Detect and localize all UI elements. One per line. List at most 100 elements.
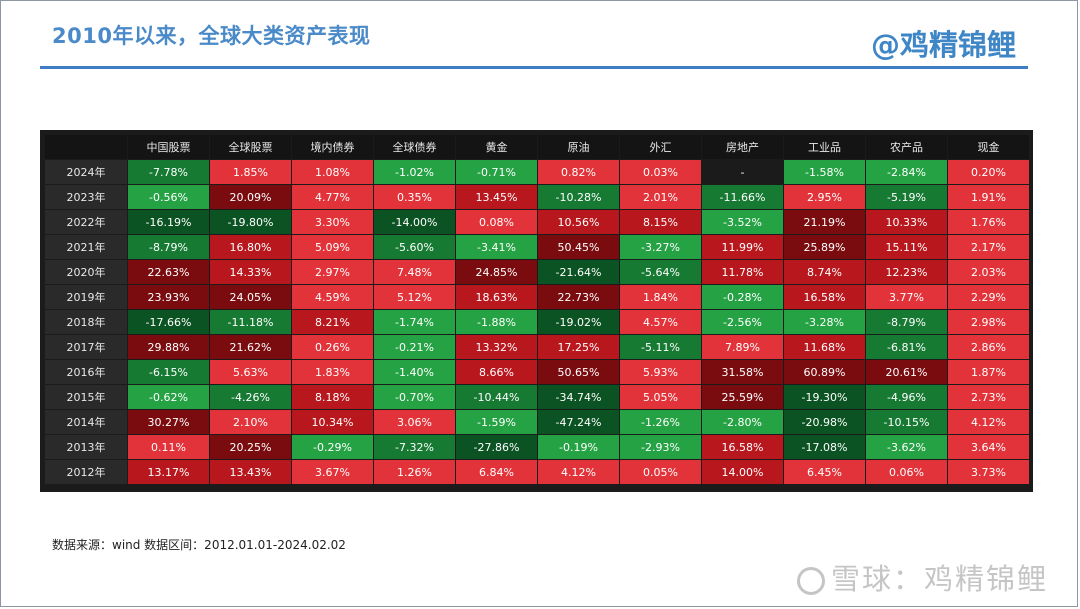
return-cell: 16.80% bbox=[210, 235, 291, 259]
return-cell: -11.66% bbox=[702, 185, 783, 209]
return-cell: -8.79% bbox=[128, 235, 209, 259]
return-cell: 60.89% bbox=[784, 360, 865, 384]
return-cell: -0.70% bbox=[374, 385, 455, 409]
return-cell: 2.29% bbox=[948, 285, 1029, 309]
return-cell: 6.84% bbox=[456, 460, 537, 484]
year-label: 2017年 bbox=[45, 335, 127, 359]
column-header: 房地产 bbox=[702, 135, 783, 159]
return-cell: 0.20% bbox=[948, 160, 1029, 184]
return-cell: -0.28% bbox=[702, 285, 783, 309]
return-cell: 23.93% bbox=[128, 285, 209, 309]
return-cell: 2.97% bbox=[292, 260, 373, 284]
return-cell: 22.73% bbox=[538, 285, 619, 309]
return-cell: -20.98% bbox=[784, 410, 865, 434]
return-cell: 20.25% bbox=[210, 435, 291, 459]
return-cell: 2.17% bbox=[948, 235, 1029, 259]
year-label: 2015年 bbox=[45, 385, 127, 409]
return-cell: -19.30% bbox=[784, 385, 865, 409]
return-cell: 2.03% bbox=[948, 260, 1029, 284]
return-cell: -7.32% bbox=[374, 435, 455, 459]
return-cell: 8.74% bbox=[784, 260, 865, 284]
return-cell: -4.96% bbox=[866, 385, 947, 409]
return-cell: -0.21% bbox=[374, 335, 455, 359]
return-cell: 24.85% bbox=[456, 260, 537, 284]
table-row: 2020年 22.63% 14.33% 2.97% 7.48% 24.85% -21.64%… bbox=[45, 260, 1029, 284]
return-cell: - bbox=[702, 160, 783, 184]
return-cell: -6.81% bbox=[866, 335, 947, 359]
year-label: 2023年 bbox=[45, 185, 127, 209]
return-cell: 0.08% bbox=[456, 210, 537, 234]
return-cell: 2.01% bbox=[620, 185, 701, 209]
return-cell: -1.58% bbox=[784, 160, 865, 184]
return-cell: 25.89% bbox=[784, 235, 865, 259]
year-label: 2013年 bbox=[45, 435, 127, 459]
year-label: 2024年 bbox=[45, 160, 127, 184]
title-divider bbox=[40, 66, 1028, 69]
return-cell: -27.86% bbox=[456, 435, 537, 459]
return-cell: 30.27% bbox=[128, 410, 209, 434]
return-cell: 5.09% bbox=[292, 235, 373, 259]
return-cell: 18.63% bbox=[456, 285, 537, 309]
return-cell: -1.02% bbox=[374, 160, 455, 184]
return-cell: -5.64% bbox=[620, 260, 701, 284]
return-cell: 31.58% bbox=[702, 360, 783, 384]
year-label: 2012年 bbox=[45, 460, 127, 484]
return-cell: 14.00% bbox=[702, 460, 783, 484]
watermark-text: 雪球：鸡精锦鲤 bbox=[830, 562, 1048, 596]
return-cell: 3.67% bbox=[292, 460, 373, 484]
return-cell: -17.66% bbox=[128, 310, 209, 334]
return-cell: 3.73% bbox=[948, 460, 1029, 484]
table-row: 2021年 -8.79% 16.80% 5.09% -5.60% -3.41% 50.45%… bbox=[45, 235, 1029, 259]
table-row: 2024年 -7.78% 1.85% 1.08% -1.02% -0.71% 0.82% 0.… bbox=[45, 160, 1029, 184]
return-cell: 4.12% bbox=[948, 410, 1029, 434]
year-label: 2018年 bbox=[45, 310, 127, 334]
return-cell: -2.56% bbox=[702, 310, 783, 334]
return-cell: -21.64% bbox=[538, 260, 619, 284]
return-cell: -3.52% bbox=[702, 210, 783, 234]
return-cell: 0.82% bbox=[538, 160, 619, 184]
return-cell: 12.23% bbox=[866, 260, 947, 284]
return-cell: 3.64% bbox=[948, 435, 1029, 459]
return-cell: -1.26% bbox=[620, 410, 701, 434]
return-cell: 13.43% bbox=[210, 460, 291, 484]
return-cell: -3.62% bbox=[866, 435, 947, 459]
column-header: 境内债券 bbox=[292, 135, 373, 159]
return-cell: -14.00% bbox=[374, 210, 455, 234]
return-cell: 10.33% bbox=[866, 210, 947, 234]
return-cell: 7.89% bbox=[702, 335, 783, 359]
return-cell: 4.77% bbox=[292, 185, 373, 209]
return-cell: -1.40% bbox=[374, 360, 455, 384]
column-header: 工业品 bbox=[784, 135, 865, 159]
return-cell: 1.91% bbox=[948, 185, 1029, 209]
year-label: 2014年 bbox=[45, 410, 127, 434]
table-row: 2022年 -16.19% -19.80% 3.30% -14.00% 0.08% 10.5… bbox=[45, 210, 1029, 234]
return-cell: 50.65% bbox=[538, 360, 619, 384]
return-cell: 1.83% bbox=[292, 360, 373, 384]
return-cell: -0.29% bbox=[292, 435, 373, 459]
column-header: 全球股票 bbox=[210, 135, 291, 159]
return-cell: 20.61% bbox=[866, 360, 947, 384]
return-cell: 15.11% bbox=[866, 235, 947, 259]
table-row: 2019年 23.93% 24.05% 4.59% 5.12% 18.63% 22.73% 1… bbox=[45, 285, 1029, 309]
return-cell: 3.06% bbox=[374, 410, 455, 434]
brand-handle: @鸡精锦鲤 bbox=[870, 28, 1016, 62]
table-row: 2012年 13.17% 13.43% 3.67% 1.26% 6.84% 4.12% 0.0… bbox=[45, 460, 1029, 484]
watermark: 雪球：鸡精锦鲤 bbox=[796, 556, 1048, 598]
return-cell: -10.44% bbox=[456, 385, 537, 409]
table-row: 2018年 -17.66% -11.18% 8.21% -1.74% -1.88% -19.… bbox=[45, 310, 1029, 334]
return-cell: 11.68% bbox=[784, 335, 865, 359]
return-cell: -8.79% bbox=[866, 310, 947, 334]
return-cell: -19.02% bbox=[538, 310, 619, 334]
year-label: 2021年 bbox=[45, 235, 127, 259]
return-cell: 5.05% bbox=[620, 385, 701, 409]
return-cell: -1.74% bbox=[374, 310, 455, 334]
return-cell: -47.24% bbox=[538, 410, 619, 434]
return-cell: -0.19% bbox=[538, 435, 619, 459]
return-cell: -3.27% bbox=[620, 235, 701, 259]
return-cell: -3.41% bbox=[456, 235, 537, 259]
return-cell: -0.71% bbox=[456, 160, 537, 184]
return-cell: 17.25% bbox=[538, 335, 619, 359]
return-cell: -6.15% bbox=[128, 360, 209, 384]
return-cell: 8.18% bbox=[292, 385, 373, 409]
